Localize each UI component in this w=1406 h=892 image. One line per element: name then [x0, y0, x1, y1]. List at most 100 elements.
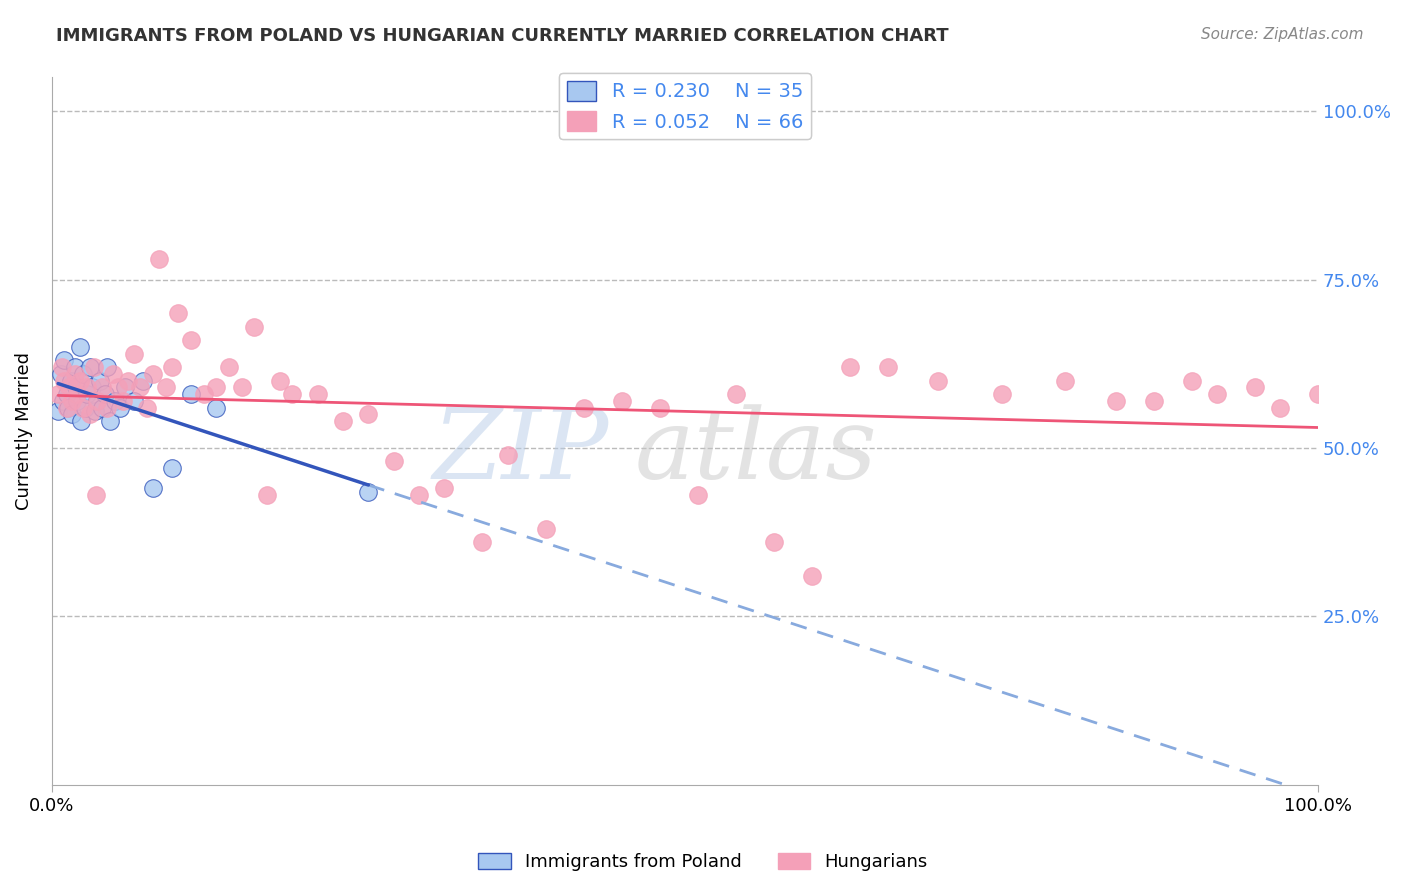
Point	[534, 522, 557, 536]
Point	[762, 535, 785, 549]
Point	[1142, 393, 1164, 408]
Point	[66, 393, 89, 408]
Point	[132, 374, 155, 388]
Text: IMMIGRANTS FROM POLAND VS HUNGARIAN CURRENTLY MARRIED CORRELATION CHART: IMMIGRANTS FROM POLAND VS HUNGARIAN CURR…	[56, 27, 949, 45]
Point	[72, 401, 94, 415]
Point	[46, 404, 69, 418]
Point	[382, 454, 405, 468]
Point	[572, 401, 595, 415]
Point	[281, 387, 304, 401]
Point	[135, 401, 157, 415]
Point	[1180, 374, 1202, 388]
Point	[155, 380, 177, 394]
Point	[1268, 401, 1291, 415]
Point	[83, 404, 105, 418]
Point	[91, 380, 114, 394]
Point	[72, 367, 94, 381]
Point	[160, 461, 183, 475]
Point	[53, 353, 76, 368]
Point	[496, 448, 519, 462]
Point	[79, 360, 101, 375]
Point	[357, 407, 380, 421]
Point	[63, 360, 86, 375]
Point	[60, 393, 83, 408]
Point	[53, 374, 76, 388]
Point	[307, 387, 329, 401]
Point	[107, 380, 129, 394]
Point	[838, 360, 860, 375]
Point	[1205, 387, 1227, 401]
Text: ZIP: ZIP	[433, 405, 609, 500]
Point	[142, 367, 165, 381]
Point	[686, 488, 709, 502]
Point	[69, 340, 91, 354]
Point	[76, 380, 98, 394]
Point	[1053, 374, 1076, 388]
Point	[269, 374, 291, 388]
Point	[357, 484, 380, 499]
Point	[82, 380, 104, 394]
Point	[990, 387, 1012, 401]
Point	[180, 387, 202, 401]
Point	[73, 401, 96, 415]
Point	[800, 569, 823, 583]
Point	[51, 360, 73, 375]
Point	[46, 387, 69, 401]
Point	[58, 401, 80, 415]
Point	[96, 401, 118, 415]
Point	[148, 252, 170, 267]
Point	[471, 535, 494, 549]
Point	[117, 374, 139, 388]
Point	[60, 407, 83, 421]
Point	[332, 414, 354, 428]
Point	[56, 387, 79, 401]
Point	[433, 481, 456, 495]
Point	[63, 367, 86, 381]
Point	[927, 374, 949, 388]
Point	[86, 393, 108, 408]
Point	[59, 374, 82, 388]
Point	[89, 374, 111, 388]
Point	[180, 333, 202, 347]
Point	[1308, 387, 1330, 401]
Point	[218, 360, 240, 375]
Point	[231, 380, 253, 394]
Text: atlas: atlas	[634, 405, 877, 500]
Point	[408, 488, 430, 502]
Point	[205, 401, 228, 415]
Point	[52, 393, 75, 408]
Legend: R = 0.230    N = 35, R = 0.052    N = 66: R = 0.230 N = 35, R = 0.052 N = 66	[560, 73, 811, 139]
Point	[108, 401, 131, 415]
Point	[111, 393, 134, 408]
Point	[610, 393, 633, 408]
Point	[876, 360, 898, 375]
Point	[49, 367, 72, 381]
Point	[122, 346, 145, 360]
Point	[142, 481, 165, 495]
Point	[69, 374, 91, 388]
Point	[56, 401, 79, 415]
Y-axis label: Currently Married: Currently Married	[15, 352, 32, 510]
Point	[1243, 380, 1265, 394]
Point	[101, 367, 124, 381]
Point	[98, 414, 121, 428]
Point	[129, 380, 152, 394]
Point	[91, 401, 114, 415]
Point	[167, 306, 190, 320]
Text: Source: ZipAtlas.com: Source: ZipAtlas.com	[1201, 27, 1364, 42]
Point	[86, 393, 108, 408]
Point	[648, 401, 671, 415]
Point	[160, 360, 183, 375]
Point	[79, 407, 101, 421]
Point	[58, 380, 80, 394]
Point	[76, 387, 98, 401]
Point	[94, 387, 117, 401]
Point	[70, 414, 93, 428]
Point	[205, 380, 228, 394]
Point	[96, 360, 118, 375]
Point	[193, 387, 215, 401]
Point	[724, 387, 747, 401]
Point	[122, 393, 145, 408]
Point	[83, 360, 105, 375]
Point	[1104, 393, 1126, 408]
